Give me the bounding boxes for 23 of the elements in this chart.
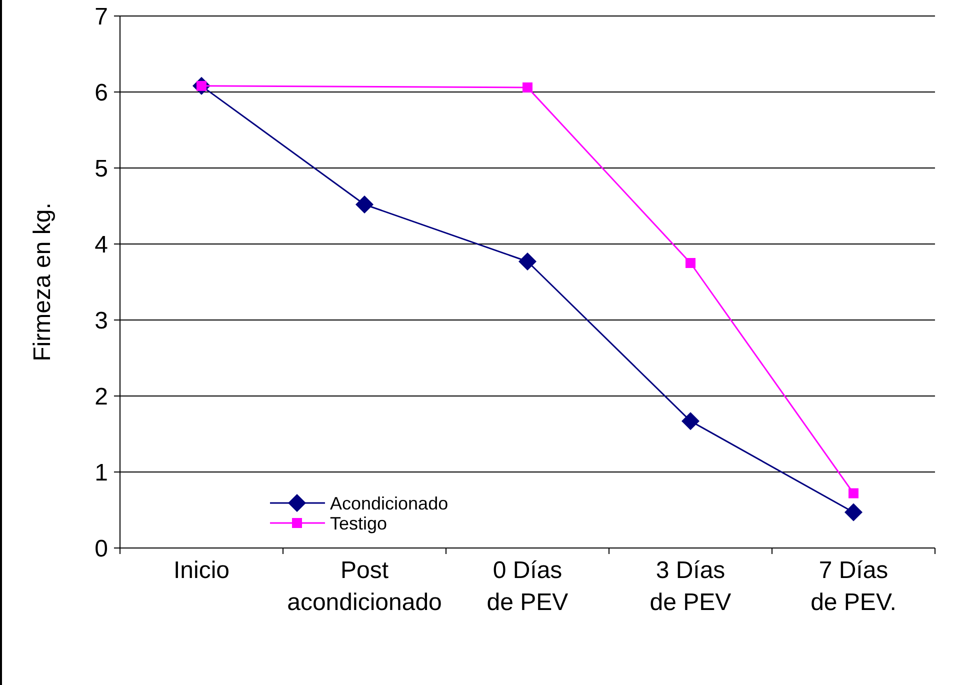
point <box>844 503 862 522</box>
y-tick-label: 0 <box>94 535 108 562</box>
x-tick-label: 0 Días de PEV <box>486 557 568 616</box>
point <box>682 412 700 430</box>
y-tick-label: 2 <box>94 383 108 410</box>
x-tick-label: Inicio <box>173 557 230 584</box>
x-tick-label: 7 Días de PEV. <box>810 557 896 616</box>
x-tick-label: 3 Días de PEV <box>650 557 732 616</box>
legend-label: Testigo <box>330 513 388 534</box>
y-tick-label: 3 <box>94 307 108 334</box>
x-tick-label: Post acondicionado <box>287 557 442 616</box>
y-axis-title: Firmeza en kg. <box>29 202 56 362</box>
y-tick-label: 4 <box>94 231 108 258</box>
point <box>356 195 374 214</box>
legend-label: Acondicionado <box>330 493 448 514</box>
y-tick-label: 1 <box>94 459 108 486</box>
point <box>522 82 532 92</box>
y-tick-label: 6 <box>94 79 108 106</box>
point <box>848 488 858 498</box>
point <box>518 252 536 270</box>
point <box>686 258 696 268</box>
y-tick-label: 7 <box>94 3 108 30</box>
y-tick-label: 5 <box>94 155 108 182</box>
